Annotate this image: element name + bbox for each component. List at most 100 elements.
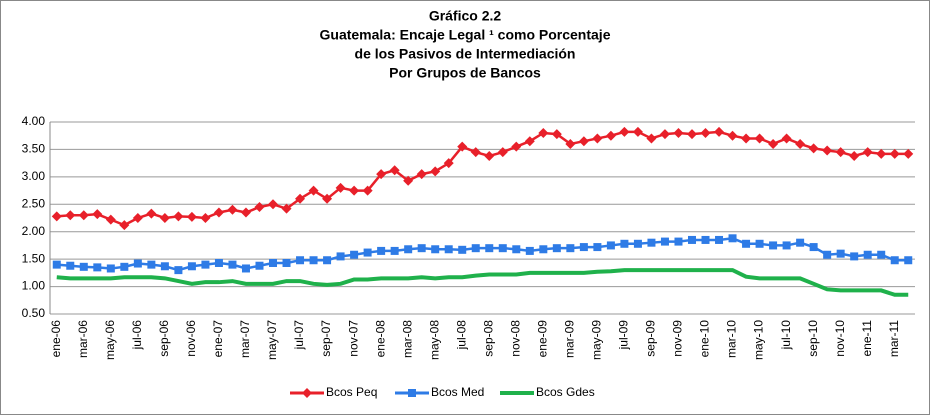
x-tick-label: ene-06 xyxy=(49,320,63,358)
point xyxy=(417,244,426,253)
point xyxy=(525,246,534,255)
point xyxy=(470,147,481,158)
x-tick-label: may-08 xyxy=(427,320,441,360)
point xyxy=(863,250,872,259)
point xyxy=(105,214,116,225)
point xyxy=(471,244,480,253)
x-tick-label: ene-11 xyxy=(860,320,874,357)
point xyxy=(349,185,360,196)
point xyxy=(795,138,806,149)
point xyxy=(877,250,886,259)
point xyxy=(65,210,76,221)
point xyxy=(619,126,630,137)
point xyxy=(403,175,414,186)
point xyxy=(605,130,616,141)
point xyxy=(890,256,899,265)
point xyxy=(809,243,818,252)
point xyxy=(322,193,333,204)
x-tick-label: nov-09 xyxy=(671,320,685,357)
point xyxy=(836,249,845,258)
point xyxy=(606,241,615,250)
point xyxy=(187,262,196,271)
point xyxy=(200,213,211,223)
x-tick-label: mar-06 xyxy=(76,320,90,358)
point xyxy=(498,244,507,253)
point xyxy=(269,258,278,267)
y-tick-label: 3.00 xyxy=(22,169,46,183)
point xyxy=(173,211,184,222)
point xyxy=(404,245,413,254)
point xyxy=(120,262,129,271)
point xyxy=(822,145,833,156)
point xyxy=(485,244,494,253)
legend-label: Bcos Peq xyxy=(326,385,377,399)
point xyxy=(686,129,697,140)
point xyxy=(715,235,724,244)
point xyxy=(52,260,61,269)
point xyxy=(363,248,372,257)
x-tick-label: mar-11 xyxy=(887,320,901,357)
point xyxy=(674,237,683,246)
chart-title: de los Pasivos de Intermediación xyxy=(355,46,576,62)
point xyxy=(592,133,603,144)
point xyxy=(835,147,846,158)
point xyxy=(904,256,913,265)
x-tick-label: ene-07 xyxy=(211,320,225,358)
series xyxy=(52,234,913,275)
point xyxy=(159,213,170,223)
x-tick-label: mar-10 xyxy=(725,320,739,358)
point xyxy=(673,127,684,138)
point xyxy=(823,250,832,259)
y-tick-label: 4.00 xyxy=(22,114,46,128)
point xyxy=(862,147,873,158)
point xyxy=(201,260,210,269)
point xyxy=(390,246,399,255)
point xyxy=(755,239,764,248)
point xyxy=(443,158,454,169)
y-tick-label: 2.00 xyxy=(22,224,46,238)
point xyxy=(119,220,130,231)
y-tick-label: 0.50 xyxy=(22,306,46,320)
point xyxy=(336,252,345,261)
x-tick-label: ene-10 xyxy=(698,320,712,358)
series-line xyxy=(56,130,909,227)
point xyxy=(647,238,656,247)
x-tick-label: sep-07 xyxy=(319,320,333,357)
x-tick-label: mar-08 xyxy=(400,320,414,358)
x-tick-label: mar-09 xyxy=(563,320,577,358)
point xyxy=(524,136,535,147)
point xyxy=(430,166,441,177)
x-tick-label: may-09 xyxy=(590,320,604,360)
y-tick-label: 3.50 xyxy=(22,142,46,156)
point xyxy=(578,136,589,147)
point xyxy=(146,208,157,219)
point xyxy=(377,246,386,255)
point xyxy=(551,129,562,140)
point xyxy=(620,239,629,248)
y-tick-label: 1.50 xyxy=(22,251,46,265)
point xyxy=(335,182,346,193)
x-tick-label: jul-07 xyxy=(292,320,306,351)
series xyxy=(56,268,909,297)
x-tick-label: jul-06 xyxy=(130,320,144,351)
point xyxy=(51,211,62,222)
point xyxy=(323,256,332,265)
point xyxy=(579,243,588,252)
point xyxy=(214,258,223,267)
x-tick-label: nov-10 xyxy=(833,320,847,357)
point xyxy=(754,133,765,144)
point xyxy=(849,151,860,162)
point xyxy=(268,199,279,210)
point xyxy=(350,250,359,259)
x-tick-label: may-10 xyxy=(752,320,766,360)
point xyxy=(362,185,373,196)
point xyxy=(538,127,549,138)
series xyxy=(51,126,914,231)
y-tick-label: 1.00 xyxy=(22,279,46,293)
point xyxy=(552,244,561,253)
point xyxy=(431,245,440,254)
point xyxy=(309,256,318,265)
x-tick-label: jul-08 xyxy=(454,320,468,351)
point xyxy=(903,148,914,159)
point xyxy=(876,148,887,159)
